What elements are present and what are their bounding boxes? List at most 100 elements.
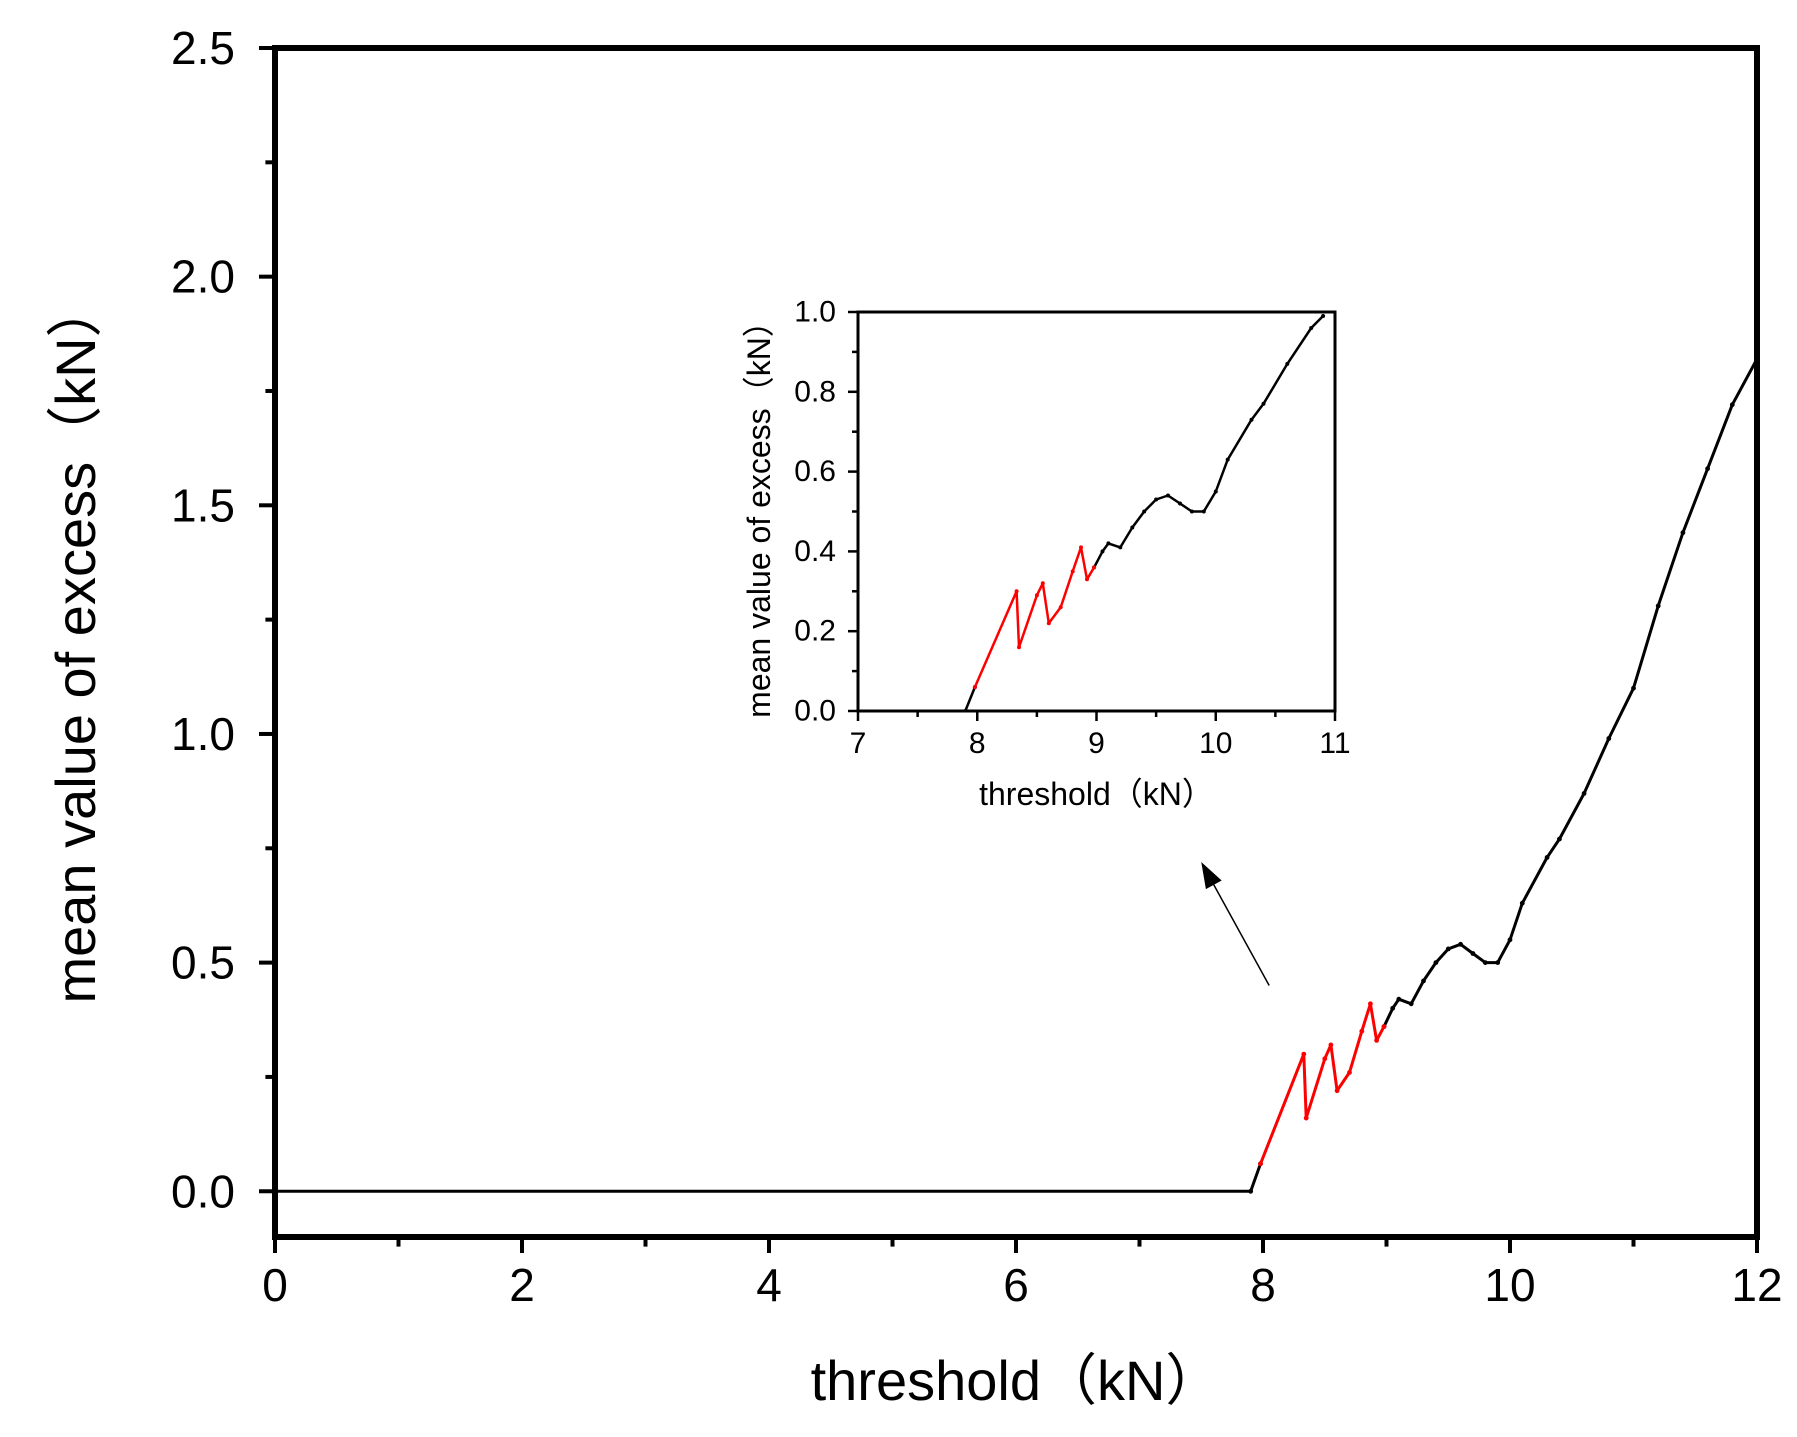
main-data-point bbox=[1557, 836, 1562, 842]
inset-x-tick-label: 10 bbox=[1199, 727, 1232, 760]
main-data-point bbox=[1322, 1056, 1328, 1062]
inset-data-point bbox=[1201, 509, 1206, 514]
inset-series-black-line bbox=[1092, 314, 1325, 569]
inset-y-tick-label: 0.2 bbox=[794, 615, 836, 648]
main-x-tick-label: 10 bbox=[1484, 1259, 1535, 1311]
inset-data-point bbox=[1225, 457, 1230, 462]
main-data-point bbox=[1705, 466, 1710, 472]
inset-x-axis-title: threshold（kN） bbox=[979, 776, 1214, 812]
main-data-point bbox=[1408, 1001, 1414, 1007]
inset-data-point bbox=[1017, 645, 1021, 650]
main-y-tick-label: 1.0 bbox=[171, 708, 235, 760]
inset-data-point bbox=[1092, 565, 1097, 570]
main-y-tick-label: 2.5 bbox=[171, 22, 235, 74]
main-x-tick-label: 2 bbox=[509, 1259, 535, 1311]
inset-data-point bbox=[1321, 314, 1326, 318]
main-data-point bbox=[1368, 1001, 1373, 1007]
main-y-axis-title: mean value of excess（kN） bbox=[44, 281, 107, 1003]
inset-x-tick-label: 8 bbox=[969, 727, 986, 760]
inset-data-point bbox=[1261, 401, 1266, 406]
inset-x-tick-label: 7 bbox=[850, 727, 867, 760]
main-y-tick-label: 2.0 bbox=[171, 251, 235, 303]
inset-data-point bbox=[1249, 417, 1254, 422]
main-data-point bbox=[1729, 402, 1735, 408]
inset-y-tick-label: 0.4 bbox=[794, 535, 836, 568]
zoom-arrow-head bbox=[1201, 862, 1222, 890]
inset-data-point bbox=[1285, 361, 1290, 366]
main-data-layer bbox=[275, 356, 1757, 1194]
inset-data-point bbox=[963, 709, 968, 711]
main-data-point bbox=[1433, 960, 1439, 965]
inset-data-point bbox=[1040, 581, 1045, 586]
main-data-point bbox=[1301, 1051, 1307, 1057]
inset-data-point bbox=[972, 685, 977, 690]
inset-data-point bbox=[1178, 501, 1182, 506]
inset-plot: 7 8 9 10 11 0.0 0.2 0.4 0.6 0.8 1.0 threshold（kN） me… bbox=[741, 296, 1351, 813]
main-data-point bbox=[1334, 1088, 1340, 1094]
main-data-point bbox=[1381, 1024, 1387, 1029]
main-x-tick-label: 6 bbox=[1003, 1259, 1029, 1311]
main-data-point bbox=[1680, 530, 1686, 536]
main-data-point bbox=[1347, 1070, 1352, 1075]
main-data-point bbox=[1390, 1005, 1396, 1011]
main-y-tick-label: 0.5 bbox=[171, 937, 235, 989]
inset-data-point bbox=[1085, 577, 1089, 582]
main-data-point bbox=[1655, 603, 1661, 609]
inset-data-point bbox=[1154, 497, 1159, 502]
inset-data-point bbox=[1309, 326, 1314, 330]
main-data-point bbox=[1374, 1038, 1379, 1043]
main-data-point bbox=[1631, 685, 1636, 691]
main-data-point bbox=[1581, 791, 1587, 796]
inset-data-point bbox=[1213, 489, 1218, 494]
main-data-point bbox=[275, 1188, 278, 1194]
main-x-tick-label: 4 bbox=[756, 1259, 782, 1311]
inset-y-tick-label: 1.0 bbox=[794, 296, 836, 329]
inset-data-layer bbox=[963, 314, 1326, 711]
main-data-point bbox=[1421, 978, 1426, 984]
inset-y-tick-label: 0.6 bbox=[794, 455, 836, 488]
main-plot: 0 2 4 6 8 10 12 0.0 0.5 1.0 1.5 2.0 2.5 threshold（kN）… bbox=[44, 22, 1783, 1412]
main-x-tick-label: 0 bbox=[262, 1259, 288, 1311]
inset-data-point bbox=[1034, 593, 1039, 598]
inset-data-point bbox=[1070, 569, 1075, 574]
inset-data-point bbox=[1189, 509, 1194, 514]
inset-plot-frame bbox=[856, 310, 1337, 713]
main-data-point bbox=[1470, 951, 1476, 956]
inset-data-point bbox=[1058, 605, 1063, 610]
main-y-tick-label: 1.5 bbox=[171, 479, 235, 531]
main-data-point bbox=[1519, 900, 1525, 906]
inset-x-tick-label: 9 bbox=[1088, 727, 1105, 760]
main-y-tick-label: 0.0 bbox=[171, 1165, 235, 1217]
main-data-point bbox=[1544, 855, 1550, 860]
main-data-point bbox=[1482, 960, 1488, 965]
inset-x-tick-label: 11 bbox=[1319, 727, 1350, 760]
main-data-point bbox=[1445, 946, 1451, 952]
main-data-point bbox=[1248, 1188, 1254, 1194]
main-x-tick-label: 12 bbox=[1731, 1259, 1782, 1311]
main-data-point bbox=[1328, 1042, 1334, 1048]
inset-data-point bbox=[1166, 493, 1170, 498]
main-data-point bbox=[1359, 1028, 1365, 1034]
main-data-point bbox=[1303, 1115, 1309, 1121]
main-x-axis-title: threshold（kN） bbox=[811, 1349, 1222, 1412]
inset-data-point bbox=[1046, 621, 1051, 626]
main-data-point bbox=[1258, 1161, 1263, 1167]
inset-data-point bbox=[1130, 525, 1135, 530]
inset-data-point bbox=[1100, 549, 1105, 554]
main-data-point bbox=[1754, 356, 1757, 362]
main-data-point bbox=[1396, 996, 1402, 1002]
inset-series-black-line bbox=[964, 685, 977, 711]
inset-y-axis-title: mean value of excess（kN） bbox=[741, 305, 777, 718]
inset-data-point bbox=[1079, 545, 1083, 550]
inset-y-tick-label: 0.8 bbox=[794, 375, 836, 408]
main-data-point bbox=[1495, 960, 1501, 965]
inset-data-point bbox=[1118, 545, 1123, 550]
inset-data-point bbox=[1142, 509, 1147, 514]
inset-data-point bbox=[1014, 589, 1019, 594]
main-data-point bbox=[1606, 736, 1612, 741]
zoom-arrow-shaft bbox=[1213, 884, 1270, 986]
main-x-tick-label: 8 bbox=[1250, 1259, 1276, 1311]
main-data-point bbox=[1507, 937, 1513, 943]
main-data-point bbox=[1458, 941, 1463, 947]
